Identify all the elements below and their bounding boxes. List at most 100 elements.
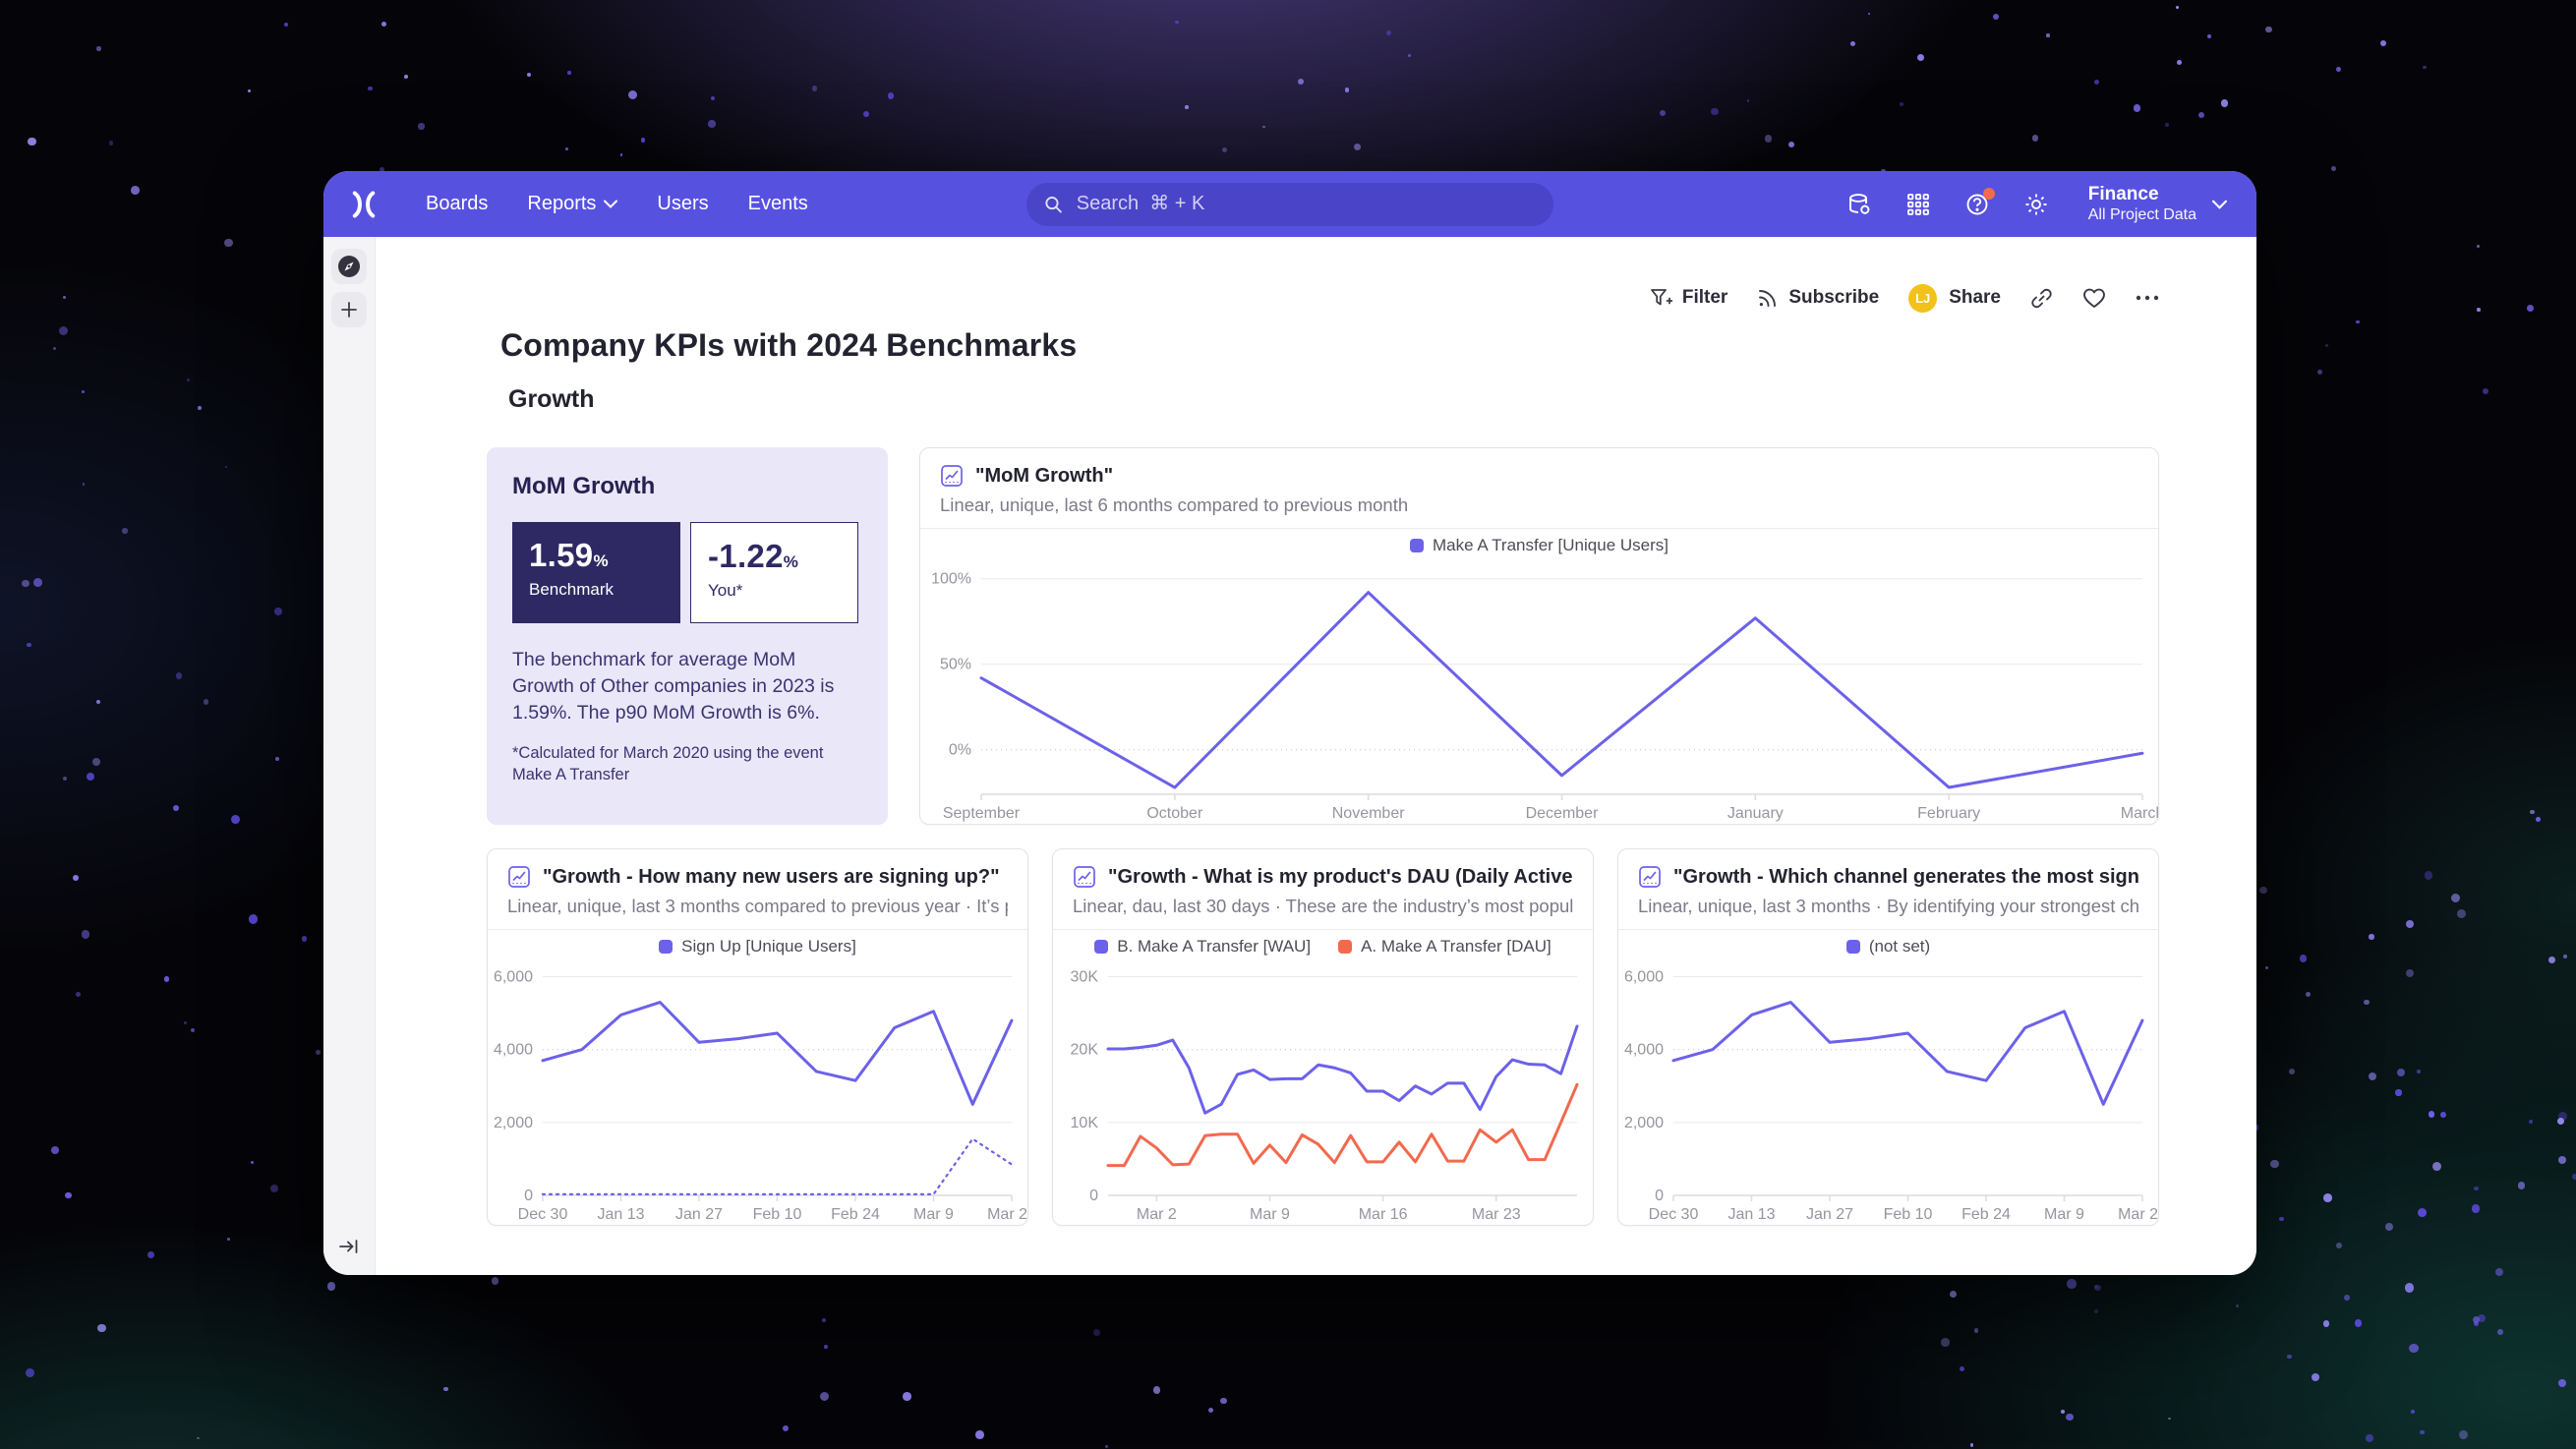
chevron-down-icon bbox=[2212, 200, 2227, 209]
line-chart-canvas: 6,000 4,000 2,000 0 Dec 30 Jan 13 Jan 27 Feb 10… bbox=[494, 969, 1027, 1223]
search-input[interactable] bbox=[1074, 192, 1536, 216]
legend-item[interactable]: A. Make A Transfer [DAU] bbox=[1338, 937, 1551, 956]
nav-item-reports[interactable]: Reports bbox=[527, 193, 618, 215]
benchmark-unit: % bbox=[593, 551, 609, 570]
nav-item-label: Users bbox=[657, 193, 709, 214]
chart-card-channels: "Growth - Which channel generates the mo… bbox=[1617, 848, 2159, 1226]
svg-text:Feb 10: Feb 10 bbox=[753, 1206, 802, 1223]
svg-text:6,000: 6,000 bbox=[494, 969, 533, 986]
collapse-sidebar-icon bbox=[339, 1240, 358, 1253]
chart-header: "Growth - Which channel generates the mo… bbox=[1618, 849, 2158, 930]
line-chart-canvas: 6,000 4,000 2,000 0 Dec 30 Jan 13 Jan 27 Feb 10… bbox=[1624, 969, 2158, 1223]
legend-label: Sign Up [Unique Users] bbox=[681, 937, 856, 956]
favorite-button[interactable] bbox=[2082, 287, 2106, 309]
line-chart-icon bbox=[1073, 865, 1096, 889]
svg-text:50%: 50% bbox=[940, 657, 971, 673]
subscribe-button[interactable]: Subscribe bbox=[1757, 287, 1879, 309]
legend-swatch bbox=[1338, 940, 1353, 954]
chart-title[interactable]: "Growth - Which channel generates the mo… bbox=[1673, 865, 2138, 888]
apps-grid-icon[interactable] bbox=[1905, 192, 1931, 217]
legend-item[interactable]: B. Make A Transfer [WAU] bbox=[1094, 937, 1311, 956]
link-icon bbox=[2031, 288, 2052, 308]
nav-item-events[interactable]: Events bbox=[748, 193, 808, 215]
svg-text:Mar 23: Mar 23 bbox=[1472, 1206, 1521, 1223]
legend-swatch bbox=[1845, 940, 1860, 954]
settings-gear-icon[interactable] bbox=[2023, 192, 2049, 217]
svg-text:Mar 16: Mar 16 bbox=[1359, 1206, 1408, 1223]
filter-button[interactable]: Filter bbox=[1650, 287, 1727, 309]
avatar[interactable]: LJ bbox=[1908, 283, 1938, 313]
dau-chart[interactable]: B. Make A Transfer [WAU] A. Make A Transf… bbox=[1053, 930, 1593, 1225]
svg-text:March: March bbox=[2121, 805, 2158, 822]
benchmark-card: MoM Growth 1.59% Benchmark -1.22% You* bbox=[487, 447, 888, 825]
line-chart-icon bbox=[507, 865, 531, 889]
data-management-icon[interactable] bbox=[1846, 192, 1872, 217]
new-board-button[interactable] bbox=[331, 292, 367, 327]
svg-text:Mar 2: Mar 2 bbox=[1137, 1206, 1177, 1223]
benchmark-description: The benchmark for average MoM Growth of … bbox=[512, 649, 835, 724]
global-search[interactable] bbox=[1026, 182, 1553, 226]
mixpanel-logo[interactable] bbox=[349, 187, 388, 222]
chart-title[interactable]: "Growth - What is my product's DAU (Dail… bbox=[1108, 865, 1573, 888]
line-chart-icon bbox=[1638, 865, 1662, 889]
mom-growth-chart[interactable]: Make A Transfer [Unique Users] 100% 50% 0% S… bbox=[920, 529, 2158, 824]
legend-item[interactable]: (not set) bbox=[1845, 937, 1930, 956]
chart-title[interactable]: "MoM Growth" bbox=[975, 464, 1114, 487]
legend-swatch bbox=[1410, 539, 1424, 552]
svg-text:20K: 20K bbox=[1071, 1042, 1099, 1059]
chevron-down-icon bbox=[604, 200, 618, 208]
expand-sidebar-button[interactable] bbox=[334, 1232, 364, 1261]
row-growth-bottom: "Growth - How many new users are signing… bbox=[487, 848, 2159, 1226]
svg-text:Dec 30: Dec 30 bbox=[518, 1206, 568, 1223]
filter-icon bbox=[1650, 289, 1672, 306]
project-subtitle: All Project Data bbox=[2087, 205, 2196, 223]
nav-item-label: Reports bbox=[527, 193, 597, 214]
nav-items: Boards Reports Users Events bbox=[426, 193, 808, 215]
row-growth-top: MoM Growth 1.59% Benchmark -1.22% You* bbox=[487, 447, 2159, 825]
page-title: Company KPIs with 2024 Benchmarks bbox=[500, 327, 1078, 363]
you-unit: % bbox=[783, 552, 798, 571]
svg-text:January: January bbox=[1727, 805, 1784, 822]
board-toolbar: Filter Subscribe LJ Share bbox=[487, 282, 2159, 314]
svg-text:0%: 0% bbox=[949, 742, 971, 759]
share-group: LJ Share bbox=[1908, 283, 2001, 313]
more-options-button[interactable] bbox=[2136, 295, 2159, 301]
chart-subtitle: Linear, unique, last 3 months compared t… bbox=[507, 896, 1008, 916]
svg-text:Dec 30: Dec 30 bbox=[1649, 1206, 1699, 1223]
svg-text:2,000: 2,000 bbox=[1624, 1115, 1664, 1131]
svg-text:Jan 27: Jan 27 bbox=[1806, 1206, 1853, 1223]
left-sidebar bbox=[323, 237, 376, 1275]
navbar-right: Finance All Project Data bbox=[1846, 184, 2227, 224]
channels-chart[interactable]: (not set) 6,000 4,000 2,000 0 Dec 30 Jan 13 Jan… bbox=[1618, 930, 2158, 1225]
mixpanel-app-window: Boards Reports Users Events bbox=[323, 171, 2256, 1275]
legend-swatch bbox=[659, 940, 673, 954]
svg-text:Mar 23: Mar 23 bbox=[2118, 1206, 2158, 1223]
copy-link-button[interactable] bbox=[2030, 287, 2053, 310]
you-value-box: -1.22% You* bbox=[690, 522, 858, 623]
svg-text:0: 0 bbox=[1655, 1188, 1664, 1204]
project-switcher[interactable]: Finance All Project Data bbox=[2088, 184, 2227, 224]
chart-subtitle: Linear, dau, last 30 days · These are th… bbox=[1073, 896, 1573, 916]
explore-boards-button[interactable] bbox=[331, 249, 367, 284]
heart-icon bbox=[2083, 288, 2105, 308]
nav-item-boards[interactable]: Boards bbox=[426, 193, 488, 215]
svg-text:6,000: 6,000 bbox=[1624, 969, 1664, 986]
chart-title[interactable]: "Growth - How many new users are signing… bbox=[543, 865, 1000, 888]
chart-legend: Make A Transfer [Unique Users] bbox=[920, 529, 2158, 562]
legend-item[interactable]: Make A Transfer [Unique Users] bbox=[1410, 536, 1669, 555]
svg-text:Jan 13: Jan 13 bbox=[1727, 1206, 1775, 1223]
help-icon[interactable] bbox=[1964, 187, 1995, 217]
legend-item[interactable]: Sign Up [Unique Users] bbox=[659, 937, 856, 956]
signups-chart[interactable]: Sign Up [Unique Users] 6,000 4,000 2,000 0 De… bbox=[488, 930, 1027, 1225]
main-area: Filter Subscribe LJ Share bbox=[323, 237, 2256, 1275]
svg-text:0: 0 bbox=[1089, 1188, 1098, 1204]
svg-text:0: 0 bbox=[524, 1188, 533, 1204]
svg-text:Mar 23: Mar 23 bbox=[987, 1206, 1027, 1223]
svg-text:Jan 13: Jan 13 bbox=[597, 1206, 644, 1223]
nav-item-users[interactable]: Users bbox=[657, 193, 708, 215]
search-icon bbox=[1045, 196, 1062, 212]
chart-header: "MoM Growth" Linear, unique, last 6 mont… bbox=[920, 448, 2158, 529]
chart-header: "Growth - What is my product's DAU (Dail… bbox=[1053, 849, 1593, 930]
share-button[interactable]: Share bbox=[1949, 287, 2001, 309]
svg-text:Feb 10: Feb 10 bbox=[1884, 1206, 1933, 1223]
